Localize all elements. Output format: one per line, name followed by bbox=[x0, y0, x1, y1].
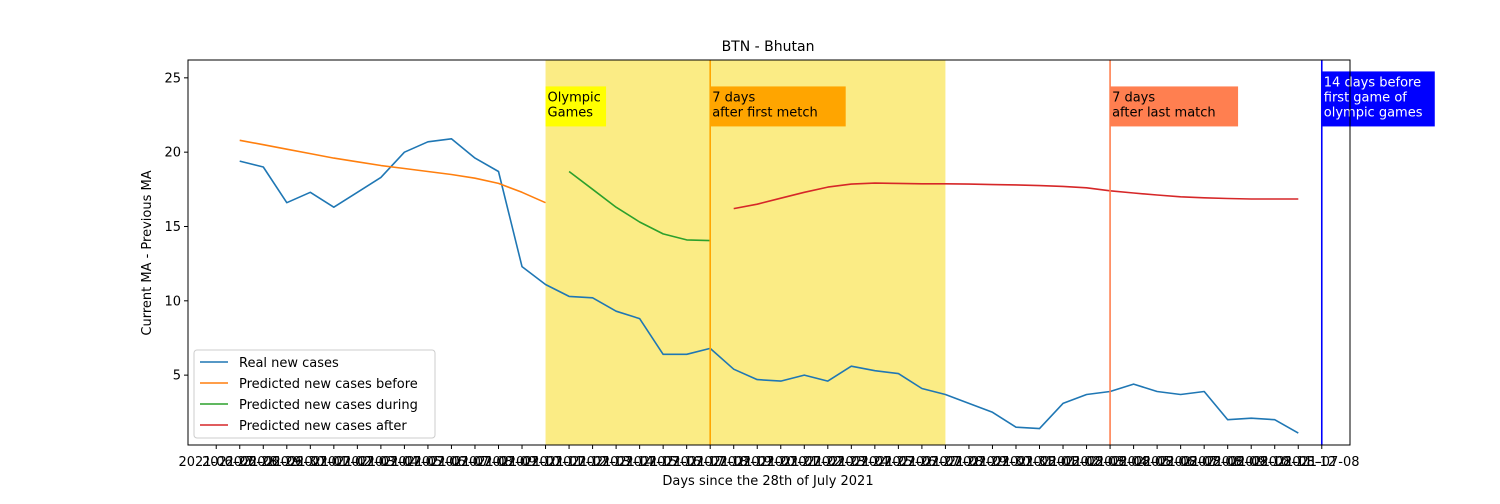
y-tick-label: 10 bbox=[164, 294, 181, 309]
x-tick-label: 2021-06-27 bbox=[178, 455, 254, 470]
x-tick-label: 2021-07-13 bbox=[555, 455, 631, 470]
legend-entry-0: Real new cases bbox=[200, 356, 339, 371]
x-tick-label: 2021-08-09 bbox=[1190, 455, 1266, 470]
x-tick-label: 2021-08-02 bbox=[1025, 455, 1101, 470]
x-tick-label: 2021-07-24 bbox=[814, 455, 890, 470]
annotation-text: 7 days bbox=[1112, 90, 1155, 105]
legend-box bbox=[193, 349, 436, 439]
x-tick-label: 2021-07-15 bbox=[602, 455, 678, 470]
x-tick-label: 2021-06-29 bbox=[225, 455, 301, 470]
annotation-text: olympic games bbox=[1324, 105, 1423, 120]
x-tick-label: 2021-08-04 bbox=[1072, 455, 1148, 470]
chart-title: BTN - Bhutan bbox=[722, 39, 815, 55]
annotation-box bbox=[545, 86, 607, 127]
x-tick-label: 2021-08-01 bbox=[1002, 455, 1078, 470]
x-tick-label: 2021-07-01 bbox=[273, 455, 349, 470]
x-tick-label: 2021-07-21 bbox=[743, 455, 819, 470]
x-tick-label: 2021-07-26 bbox=[861, 455, 937, 470]
x-tick-label: 2021-07-10 bbox=[484, 455, 560, 470]
x-tick-label: 2021-07-02 bbox=[296, 455, 372, 470]
annotation-text: 7 days bbox=[712, 90, 755, 105]
annotation-text: after first metch bbox=[712, 105, 818, 120]
series-line-0 bbox=[239, 138, 1299, 434]
x-tick-label: 2021-06-28 bbox=[202, 455, 278, 470]
legend-label: Predicted new cases during bbox=[239, 398, 418, 413]
x-tick-label: 2021-08-05 bbox=[1096, 455, 1172, 470]
x-tick-label: 2021-07-06 bbox=[390, 455, 466, 470]
y-tick-label: 15 bbox=[164, 220, 181, 235]
plot-area-frame bbox=[187, 59, 1351, 446]
x-axis-label: Days since the 28th of July 2021 bbox=[662, 474, 873, 489]
annotation-text: first game of bbox=[1324, 90, 1408, 105]
x-tick-label: 2021-07-05 bbox=[367, 455, 443, 470]
annotation-text: after last match bbox=[1112, 105, 1216, 120]
x-tick-label: 2021-06-30 bbox=[249, 455, 325, 470]
annotation-text: Olympic bbox=[548, 90, 601, 105]
annotation-text: 14 days before bbox=[1324, 75, 1421, 90]
x-tick-label: 2021-07-17 bbox=[649, 455, 725, 470]
x-tick-label: 2021-07-04 bbox=[343, 455, 419, 470]
x-tick-label: 2021-07-25 bbox=[837, 455, 913, 470]
x-tick-label: 2021-08-12 bbox=[1260, 455, 1336, 470]
series-line-3 bbox=[733, 182, 1299, 210]
legend-entry-1: Predicted new cases before bbox=[200, 377, 418, 392]
series-line-1 bbox=[239, 139, 546, 204]
x-tick-label: 2021-07-31 bbox=[978, 455, 1054, 470]
x-tick-label: 2021-08-07 bbox=[1143, 455, 1219, 470]
legend-entry-2: Predicted new cases during bbox=[200, 398, 418, 413]
x-tick-label: 2021-07-07 bbox=[414, 455, 490, 470]
y-axis-label: Current MA - Previous MA bbox=[140, 170, 155, 335]
legend-label: Predicted new cases after bbox=[239, 419, 407, 434]
legend-entry-3: Predicted new cases after bbox=[200, 419, 407, 434]
annotation-box bbox=[710, 86, 846, 127]
x-tick-label: 2021-07-14 bbox=[578, 455, 654, 470]
x-tick-label: 2021-08-08 bbox=[1166, 455, 1242, 470]
x-tick-label: 2021-07-09 bbox=[461, 455, 537, 470]
legend-label: Real new cases bbox=[239, 356, 339, 371]
x-tick-label: 2021-07-08 bbox=[1284, 455, 1360, 470]
x-tick-label: 2021-08-03 bbox=[1049, 455, 1125, 470]
x-tick-label: 2021-07-18 bbox=[672, 455, 748, 470]
x-tick-label: 2021-08-10 bbox=[1213, 455, 1289, 470]
x-tick-label: 2021-07-08 bbox=[437, 455, 513, 470]
x-tick-label: 2021-07-20 bbox=[719, 455, 795, 470]
x-tick-label: 2021-07-12 bbox=[531, 455, 607, 470]
x-tick-label: 2021-07-16 bbox=[625, 455, 701, 470]
x-tick-label: 2021-07-22 bbox=[767, 455, 843, 470]
x-tick-label: 2021-07-23 bbox=[790, 455, 866, 470]
annotation-box bbox=[1321, 71, 1435, 127]
y-tick-label: 20 bbox=[164, 146, 181, 161]
x-tick-label: 2021-07-30 bbox=[955, 455, 1031, 470]
x-tick-label: 2021-07-28 bbox=[908, 455, 984, 470]
x-tick-label: 2021-07-03 bbox=[320, 455, 396, 470]
annotation-box bbox=[1110, 86, 1239, 127]
x-tick-label: 2021-08-11 bbox=[1237, 455, 1313, 470]
annotation-text: Games bbox=[548, 105, 594, 120]
x-tick-label: 2021-07-27 bbox=[884, 455, 960, 470]
x-tick-label: 2021-07-29 bbox=[931, 455, 1007, 470]
x-tick-label: 2021-07-19 bbox=[696, 455, 772, 470]
y-tick-label: 25 bbox=[164, 71, 181, 86]
y-tick-label: 5 bbox=[173, 369, 181, 384]
x-tick-label: 2021-08-06 bbox=[1119, 455, 1195, 470]
x-tick-label: 2021-07-11 bbox=[508, 455, 584, 470]
legend-label: Predicted new cases before bbox=[239, 377, 418, 392]
series-line-2 bbox=[568, 170, 711, 242]
